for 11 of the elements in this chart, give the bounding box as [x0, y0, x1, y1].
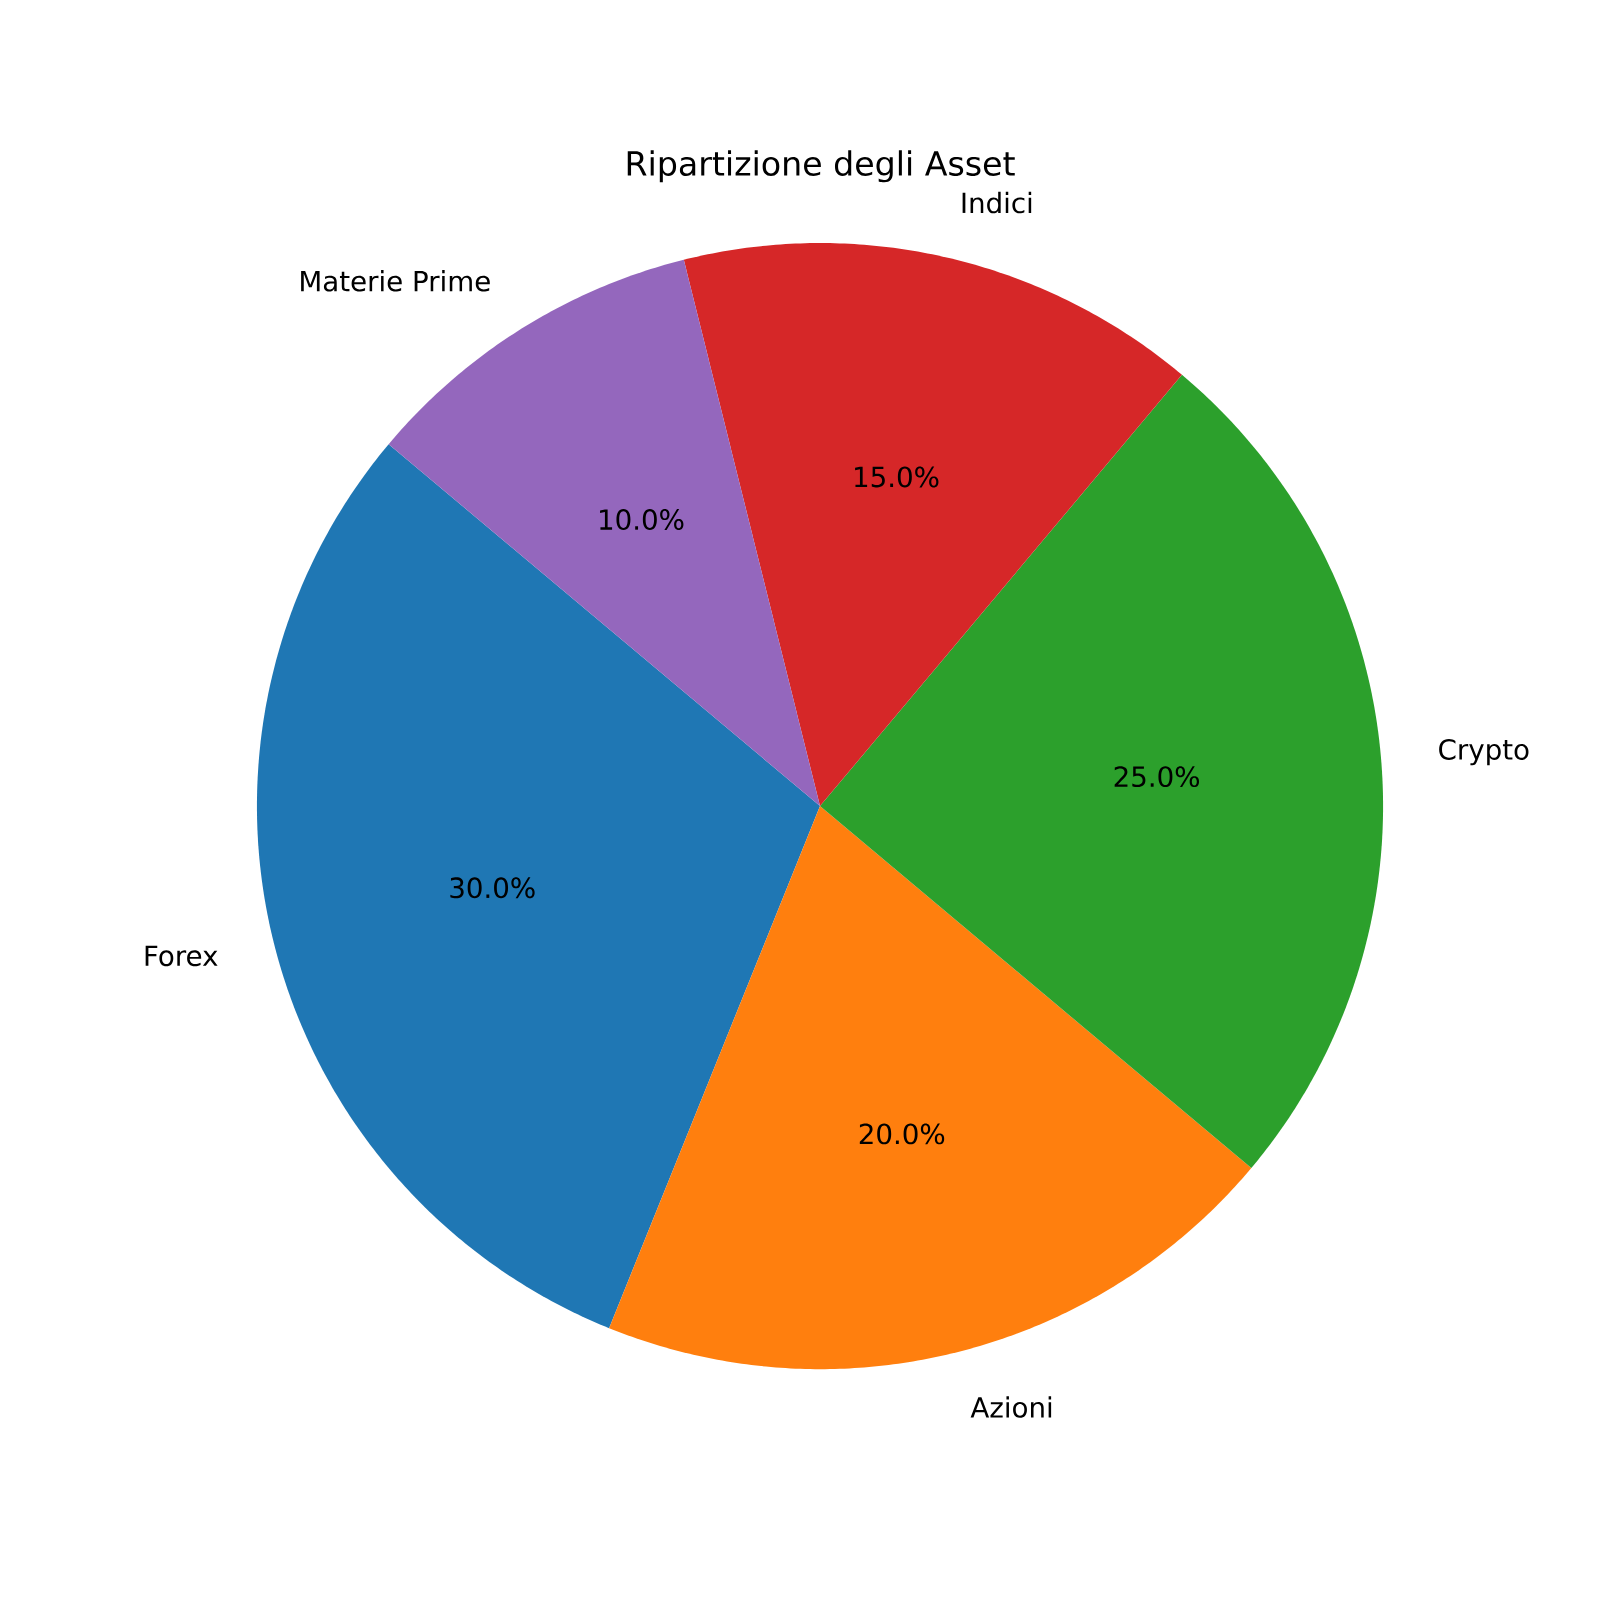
slice-label: Forex — [145, 945, 218, 967]
data-label: 20.0% — [859, 1123, 945, 1145]
slice-label: Indici — [962, 191, 1032, 214]
chart-title: Ripartizione degli Asset — [627, 150, 1015, 183]
slice-label: Materie Prime — [301, 270, 490, 292]
data-label: 25.0% — [1114, 766, 1199, 788]
data-label: 15.0% — [855, 466, 939, 488]
slice-label: Azioni — [970, 1396, 1052, 1418]
slice-label: Crypto — [1439, 738, 1529, 766]
data-label: 30.0% — [450, 877, 535, 899]
data-label: 10.0% — [600, 509, 684, 531]
